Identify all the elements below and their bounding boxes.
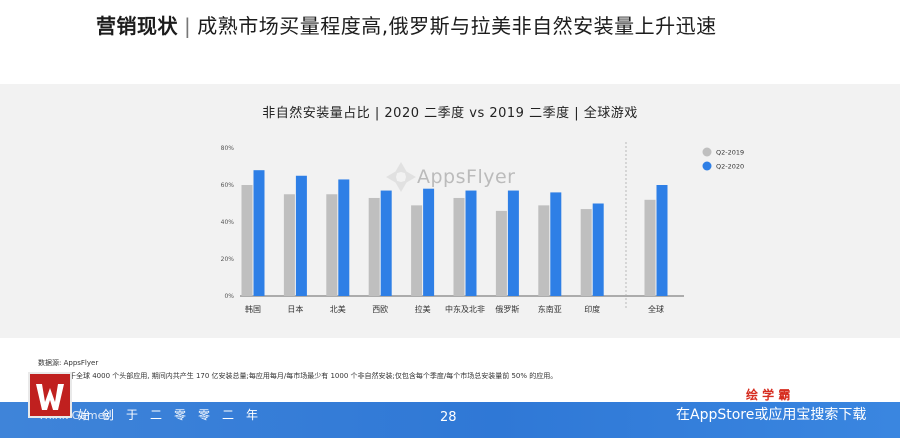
- bar-q2-2020: [550, 192, 562, 296]
- y-tick-label: 40%: [221, 219, 235, 226]
- header-separator: |: [184, 14, 192, 38]
- bar-q2-2019: [495, 210, 507, 296]
- footer-slogan: 始创于二零零二年: [78, 408, 271, 422]
- chart-title: 非自然安装量占比 | 2020 二季度 vs 2019 二季度 | 全球游戏: [262, 106, 638, 121]
- x-tick-label: 拉美: [415, 304, 431, 314]
- bar-q2-2020: [592, 203, 604, 296]
- logo-badge: [28, 372, 72, 418]
- legend-marker: [702, 147, 712, 157]
- bar-q2-2020: [295, 175, 307, 296]
- footer-bar: [0, 402, 900, 438]
- y-tick-label: 80%: [221, 145, 235, 152]
- page-number: 28: [440, 410, 457, 425]
- source-text: 数据源: AppsFlyer: [38, 359, 99, 367]
- x-tick-label: 日本: [287, 304, 303, 314]
- x-tick-label: 全球: [648, 304, 664, 314]
- legend-marker: [702, 161, 712, 171]
- bar-q2-2020: [507, 190, 519, 296]
- bar-q2-2020: [656, 185, 668, 296]
- x-tick-label: 中东及北非: [445, 304, 485, 314]
- bar-q2-2019: [241, 185, 253, 296]
- header-subtitle: 成熟市场买量程度高,俄罗斯与拉美非自然安装量上升迅速: [197, 14, 717, 38]
- bar-q2-2020: [465, 190, 477, 296]
- appsflyer-logo-icon: [386, 162, 416, 192]
- bar-q2-2020: [423, 188, 435, 296]
- legend-label: Q2-2020: [716, 163, 744, 171]
- bar-chart: 0% 20% 40% 60% 80% 韩国 日本 北美 西欧 拉美 中东及北非 俄罗斯 东南亚 印度 全球 Q…: [221, 142, 744, 314]
- y-tick-label: 20%: [221, 256, 235, 263]
- logo-icon: [36, 384, 64, 410]
- x-tick-label: 东南亚: [538, 304, 562, 314]
- brand-watermark: 绘 学 霸: [746, 388, 791, 402]
- bar-q2-2020: [380, 190, 392, 296]
- page-header: 营销现状 | 成熟市场买量程度高,俄罗斯与拉美非自然安装量上升迅速: [96, 10, 717, 39]
- bar-q2-2019: [538, 205, 550, 296]
- legend-label: Q2-2019: [716, 149, 744, 157]
- bar-q2-2020: [338, 179, 350, 296]
- x-tick-label: 西欧: [372, 304, 388, 314]
- bar-q2-2019: [580, 209, 592, 296]
- bar-q2-2020: [253, 170, 265, 296]
- y-tick-label: 0%: [224, 293, 234, 300]
- note-text: 基于全球 4000 个头部应用, 期间内共产生 170 亿安装总量;每应用每月/…: [62, 372, 558, 380]
- download-watermark: 在AppStore或应用宝搜索下载: [676, 407, 867, 423]
- bar-q2-2019: [283, 194, 295, 296]
- chart-watermark: AppsFlyer: [417, 166, 516, 188]
- x-tick-label: 韩国: [245, 304, 261, 314]
- bar-q2-2019: [411, 205, 423, 296]
- header-main: 营销现状: [96, 14, 178, 38]
- x-tick-label: 俄罗斯: [495, 304, 519, 314]
- bar-q2-2019: [453, 197, 465, 296]
- x-tick-label: 北美: [330, 304, 346, 314]
- bar-q2-2019: [644, 199, 656, 296]
- bar-q2-2019: [326, 194, 338, 296]
- x-tick-label: 印度: [584, 304, 600, 314]
- y-tick-label: 60%: [221, 182, 235, 189]
- bar-q2-2019: [368, 197, 380, 296]
